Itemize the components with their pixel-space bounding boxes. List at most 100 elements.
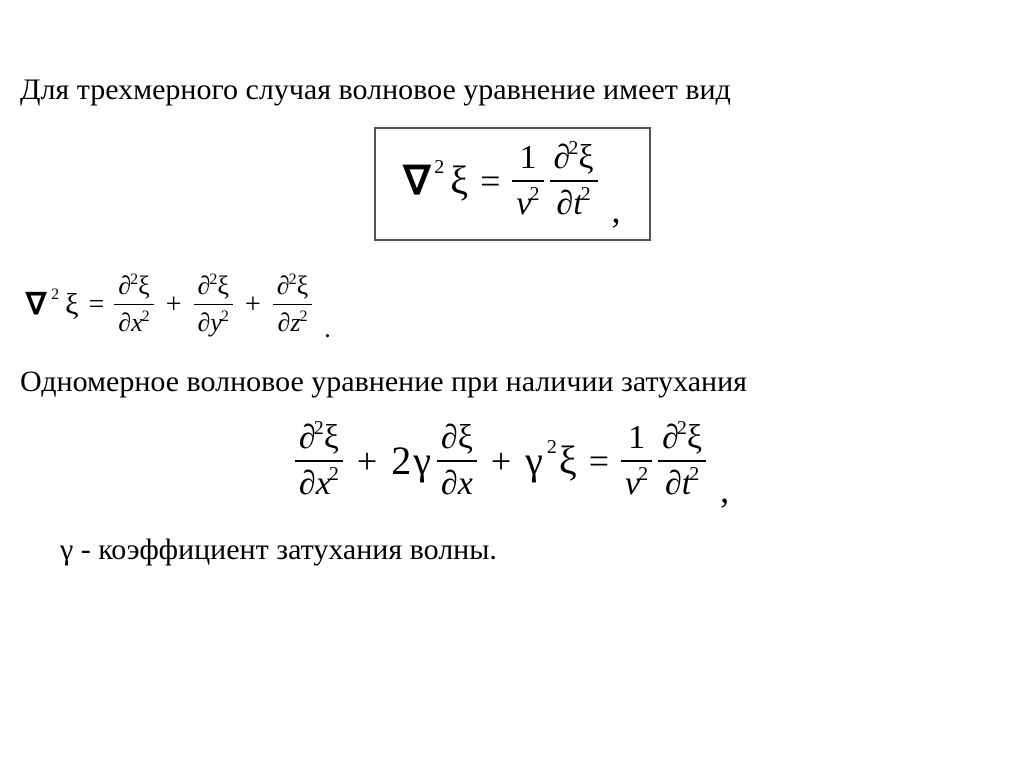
- xi-symbol: ξ: [324, 419, 339, 457]
- fraction-d2xi-dy2: ∂ 2 ξ ∂ y 2: [194, 271, 233, 338]
- denominator-dt2: ∂ t 2: [552, 185, 594, 223]
- plus-sign: +: [483, 440, 519, 482]
- fraction-1-over-v2: 1 v 2: [621, 419, 652, 503]
- nabla-symbol: ∇: [404, 161, 431, 201]
- superscript-2: 2: [142, 308, 150, 326]
- partial-symbol: ∂: [198, 308, 211, 338]
- equals-sign: =: [84, 289, 108, 321]
- denominator: ∂ x 2: [114, 308, 153, 338]
- xi-symbol: ξ: [65, 290, 78, 320]
- xi-symbol: ξ: [297, 271, 309, 301]
- trailing-comma: ,: [604, 189, 621, 231]
- plus-sign: +: [239, 289, 267, 321]
- xi-symbol: ξ: [559, 441, 577, 481]
- numerator: ∂ 2 ξ: [273, 271, 312, 301]
- superscript-2: 2: [530, 183, 540, 206]
- superscript-2: 2: [51, 286, 59, 304]
- partial-symbol: ∂: [441, 465, 458, 503]
- superscript-2: 2: [329, 463, 339, 486]
- denominator: ∂ x 2: [295, 465, 343, 503]
- fraction-bar: [437, 460, 477, 462]
- superscript-2: 2: [638, 463, 648, 486]
- partial-symbol: ∂: [441, 419, 458, 457]
- laplacian-expansion: ∇ 2 ξ = ∂ 2 ξ ∂ x 2 + ∂: [26, 271, 331, 338]
- denominator: ∂ t 2: [661, 465, 703, 503]
- partial-symbol: ∂: [665, 465, 682, 503]
- fraction-dxi-dx: ∂ ξ ∂ x: [437, 419, 477, 503]
- fraction-1-over-v2: 1 v 2: [512, 139, 543, 223]
- xi-symbol: ξ: [687, 419, 702, 457]
- xi-symbol: ξ: [578, 139, 593, 177]
- partial-symbol: ∂: [299, 465, 316, 503]
- fraction-bar: [512, 180, 543, 182]
- gamma-symbol: γ: [525, 441, 543, 481]
- plus-sign: +: [349, 440, 385, 482]
- fraction-bar: [658, 460, 706, 462]
- equation-box-wrapper: ∇ 2 ξ = 1 v 2 ∂ 2 ξ: [20, 127, 1004, 241]
- superscript-2: 2: [289, 271, 297, 289]
- partial-symbol: ∂: [556, 185, 573, 223]
- denominator: ∂ x: [437, 465, 477, 503]
- superscript-2: 2: [299, 308, 307, 326]
- trailing-period: .: [318, 314, 331, 344]
- gamma-note-body: коэффициент затухания волны.: [98, 533, 497, 566]
- gamma-symbol: γ: [413, 441, 431, 481]
- fraction-d2xi-dz2: ∂ 2 ξ ∂ z 2: [273, 271, 312, 338]
- superscript-2: 2: [314, 417, 324, 440]
- numerator: ∂ 2 ξ: [658, 419, 706, 457]
- wave-equation-3d: ∇ 2 ξ = 1 v 2 ∂ 2 ξ: [404, 139, 621, 223]
- denominator: ∂ z 2: [273, 308, 311, 338]
- partial-symbol: ∂: [118, 308, 131, 338]
- fraction-d2xi-dx2: ∂ 2 ξ ∂ x 2: [295, 419, 343, 503]
- nabla-symbol: ∇: [26, 290, 46, 320]
- superscript-2: 2: [209, 271, 217, 289]
- fraction-bar: [273, 304, 312, 305]
- fraction-bar: [194, 304, 233, 305]
- xi-symbol: ξ: [217, 271, 229, 301]
- numerator-1: 1: [624, 419, 649, 457]
- coefficient-2: 2: [391, 441, 411, 481]
- document-page: Для трехмерного случая волновое уравнени…: [0, 0, 1024, 767]
- numerator: ∂ ξ: [437, 419, 477, 457]
- denominator-v2: v 2: [512, 185, 543, 223]
- fraction-bar: [295, 460, 343, 462]
- superscript-2: 2: [547, 436, 557, 459]
- superscript-2: 2: [221, 308, 229, 326]
- xi-symbol: ξ: [138, 271, 150, 301]
- gamma-note-prefix: γ -: [60, 533, 98, 566]
- denominator-v2: v 2: [621, 465, 652, 503]
- numerator: ∂ 2 ξ: [114, 271, 153, 301]
- laplacian-expansion-wrapper: ∇ 2 ξ = ∂ 2 ξ ∂ x 2 + ∂: [26, 271, 1004, 338]
- trailing-comma: ,: [712, 469, 729, 511]
- wave-equation-3d-box: ∇ 2 ξ = 1 v 2 ∂ 2 ξ: [374, 127, 651, 241]
- superscript-2: 2: [568, 137, 578, 160]
- fraction-d2xi-dt2: ∂ 2 ξ ∂ t 2: [550, 139, 598, 223]
- superscript-2: 2: [677, 417, 687, 440]
- paragraph-3d-intro: Для трехмерного случая волновое уравнени…: [20, 70, 1004, 109]
- equals-sign: =: [474, 160, 506, 202]
- superscript-2: 2: [434, 156, 444, 179]
- partial-symbol: ∂: [277, 308, 290, 338]
- fraction-bar: [550, 180, 598, 182]
- xi-symbol: ξ: [450, 161, 468, 201]
- fraction-d2xi-dt2: ∂ 2 ξ ∂ t 2: [658, 419, 706, 503]
- numerator-1: 1: [515, 139, 540, 177]
- x-symbol: x: [458, 465, 473, 503]
- fraction-bar: [114, 304, 153, 305]
- equals-sign: =: [583, 440, 615, 482]
- superscript-2: 2: [689, 463, 699, 486]
- superscript-2: 2: [130, 271, 138, 289]
- fraction-bar: [621, 460, 652, 462]
- numerator-d2xi: ∂ 2 ξ: [550, 139, 598, 177]
- denominator: ∂ y 2: [194, 308, 233, 338]
- damped-wave-equation: ∂ 2 ξ ∂ x 2 + 2 γ ∂ ξ: [295, 419, 729, 503]
- gamma-definition: γ - коэффициент затухания волны.: [60, 533, 1004, 567]
- damped-wave-equation-wrapper: ∂ 2 ξ ∂ x 2 + 2 γ ∂ ξ: [20, 419, 1004, 503]
- paragraph-1d-damped: Одномерное волновое уравнение при наличи…: [20, 362, 1004, 401]
- fraction-d2xi-dx2: ∂ 2 ξ ∂ x 2: [114, 271, 153, 338]
- numerator: ∂ 2 ξ: [295, 419, 343, 457]
- xi-symbol: ξ: [458, 419, 473, 457]
- plus-sign: +: [160, 289, 188, 321]
- superscript-2: 2: [581, 183, 591, 206]
- numerator: ∂ 2 ξ: [194, 271, 233, 301]
